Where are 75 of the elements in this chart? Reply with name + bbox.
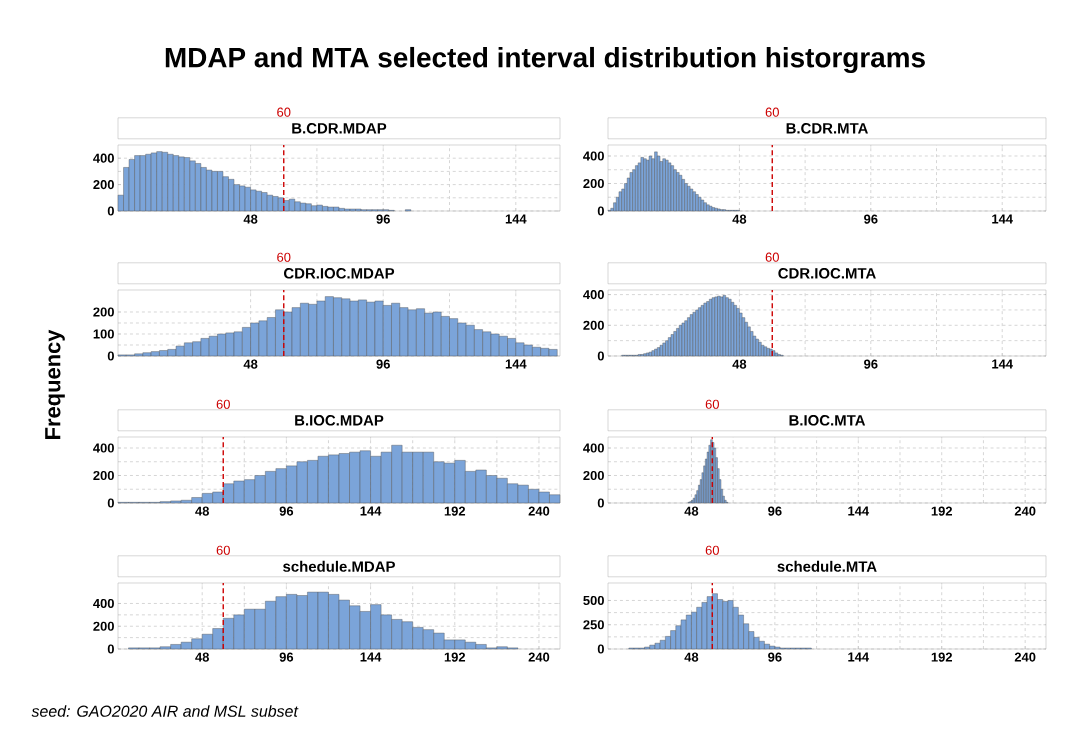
- y-tick-label: 400: [583, 290, 604, 300]
- x-tick-label: 96: [768, 652, 782, 662]
- x-tick-label: 144: [505, 214, 527, 224]
- chart-title: schedule.MTA: [777, 560, 877, 572]
- text: seed: GAO2020 AIR and MSL subset: [31, 705, 299, 717]
- ref-line-label: 60: [216, 545, 230, 555]
- x-tick-label: 192: [931, 652, 953, 662]
- x-tick-label: 144: [992, 214, 1013, 224]
- x-tick-label: 240: [1014, 652, 1036, 662]
- y-tick-label: 400: [93, 153, 114, 163]
- x-tick-label: 144: [848, 652, 870, 662]
- x-tick-label: 48: [195, 652, 209, 662]
- y-tick-label: 100: [93, 329, 114, 339]
- chart-title: CDR.IOC.MDAP: [283, 268, 395, 279]
- x-tick-label: 144: [848, 506, 870, 516]
- ref-line-label: 60: [277, 252, 291, 262]
- x-tick-label: 96: [864, 214, 878, 224]
- ref-line-label: 60: [765, 252, 779, 262]
- x-tick-label: 96: [864, 359, 878, 369]
- y-tick-label: 0: [107, 206, 114, 216]
- y-tick-label: 400: [93, 443, 114, 453]
- ref-line-label: 60: [765, 107, 779, 117]
- x-tick-label: 144: [360, 652, 382, 662]
- y-tick-label: 200: [93, 621, 114, 631]
- y-tick-label: 200: [583, 178, 604, 189]
- y-tick-label: 250: [583, 620, 604, 630]
- x-tick-label: 48: [243, 214, 258, 224]
- ref-line-label: 60: [705, 545, 719, 555]
- ref-line-label: 60: [277, 107, 291, 117]
- y-tick-label: 400: [93, 598, 114, 609]
- x-tick-label: 48: [195, 506, 209, 516]
- x-tick-label: 144: [992, 359, 1013, 369]
- y-tick-label: 400: [583, 151, 604, 161]
- x-tick-label: 192: [444, 506, 466, 516]
- y-tick-label: 0: [597, 351, 604, 361]
- x-tick-label: 240: [1014, 506, 1036, 516]
- ref-line-label: 60: [216, 399, 230, 409]
- x-tick-label: 48: [732, 359, 747, 369]
- y-tick-label: 0: [597, 498, 604, 508]
- y-tick-label: 0: [107, 351, 114, 361]
- y-tick-label: 200: [93, 470, 114, 481]
- x-tick-label: 96: [279, 652, 294, 662]
- chart-title: schedule.MDAP: [283, 560, 395, 572]
- x-tick-label: 48: [243, 359, 258, 369]
- y-tick-label: 0: [107, 498, 114, 508]
- y-tick-label: 500: [583, 595, 604, 606]
- chart-title: CDR.IOC.MTA: [778, 268, 876, 279]
- text: MDAP and MTA selected interval distribution historgrams: [165, 46, 925, 74]
- y-tick-label: 0: [597, 206, 604, 216]
- y-tick-label: 200: [93, 307, 114, 317]
- x-tick-label: 240: [528, 652, 550, 662]
- ref-line-label: 60: [705, 399, 719, 409]
- x-tick-label: 96: [376, 214, 390, 224]
- chart-title: B.IOC.MDAP: [295, 415, 384, 426]
- x-tick-label: 48: [684, 652, 699, 662]
- x-tick-label: 48: [732, 214, 747, 224]
- x-tick-label: 96: [376, 359, 390, 369]
- x-tick-label: 144: [360, 506, 382, 516]
- x-tick-label: 240: [528, 506, 550, 516]
- chart-title: B.IOC.MTA: [789, 415, 866, 426]
- x-tick-label: 144: [505, 359, 527, 369]
- text: Frequency: [45, 329, 65, 439]
- y-tick-label: 0: [597, 644, 604, 654]
- y-tick-label: 400: [583, 443, 604, 453]
- x-tick-label: 96: [768, 506, 782, 516]
- chart-title: B.CDR.MDAP: [292, 123, 387, 134]
- x-tick-label: 96: [279, 506, 294, 516]
- x-tick-label: 192: [444, 652, 466, 662]
- x-tick-label: 48: [684, 506, 699, 516]
- y-tick-label: 200: [583, 320, 604, 330]
- chart-title: B.CDR.MTA: [786, 123, 868, 134]
- y-tick-label: 200: [93, 180, 114, 190]
- y-tick-label: 200: [583, 470, 604, 481]
- y-tick-label: 0: [107, 644, 114, 654]
- x-tick-label: 192: [931, 506, 953, 516]
